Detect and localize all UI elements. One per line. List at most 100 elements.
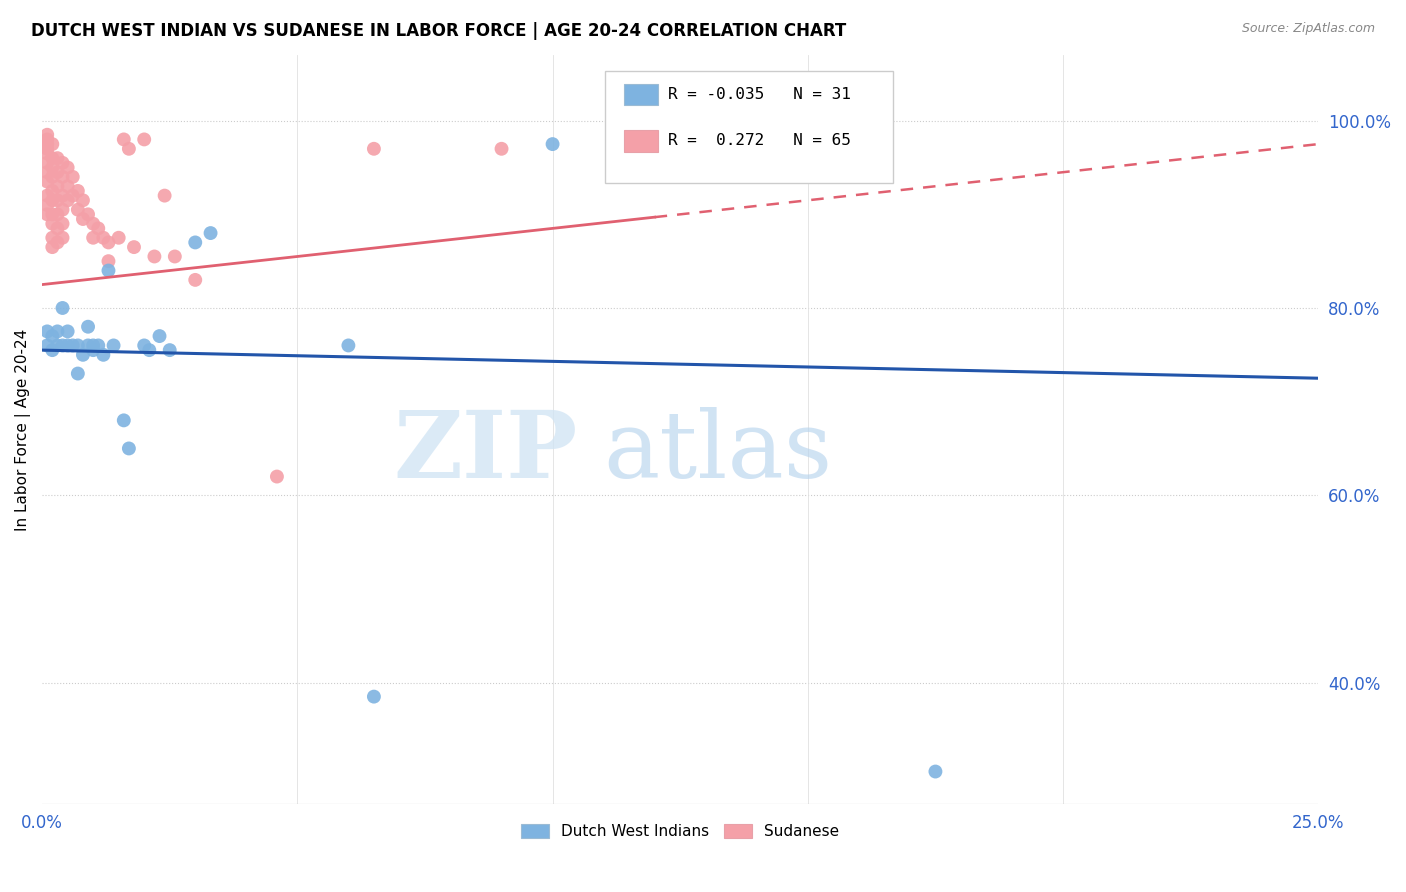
Point	[138, 343, 160, 358]
Point	[82, 338, 104, 352]
Point	[56, 194, 79, 208]
Point	[41, 217, 63, 231]
Point	[62, 169, 84, 184]
Text: ZIP: ZIP	[394, 408, 578, 497]
Legend: Dutch West Indians, Sudanese: Dutch West Indians, Sudanese	[515, 818, 845, 846]
Point	[77, 207, 100, 221]
Point	[153, 188, 176, 202]
Point	[112, 413, 135, 427]
Point	[37, 207, 59, 221]
Point	[37, 132, 59, 146]
Point	[107, 231, 129, 245]
Point	[41, 161, 63, 175]
Point	[337, 338, 360, 352]
Point	[184, 235, 207, 250]
Point	[46, 221, 69, 235]
Point	[37, 142, 59, 156]
Point	[37, 325, 59, 339]
Point	[82, 231, 104, 245]
Point	[72, 212, 94, 227]
Point	[41, 207, 63, 221]
Point	[72, 348, 94, 362]
Point	[491, 142, 513, 156]
Point	[118, 142, 141, 156]
Point	[51, 338, 73, 352]
Point	[87, 338, 110, 352]
Point	[41, 329, 63, 343]
Point	[159, 343, 181, 358]
Text: R = -0.035   N = 31: R = -0.035 N = 31	[668, 87, 851, 102]
Point	[62, 188, 84, 202]
Point	[77, 338, 100, 352]
Point	[56, 161, 79, 175]
Point	[51, 188, 73, 202]
Point	[66, 367, 89, 381]
Text: R =  0.272   N = 65: R = 0.272 N = 65	[668, 133, 851, 148]
Point	[82, 217, 104, 231]
Point	[51, 202, 73, 217]
Point	[363, 142, 385, 156]
Point	[46, 338, 69, 352]
Point	[41, 240, 63, 254]
Point	[46, 165, 69, 179]
Point	[56, 338, 79, 352]
Point	[97, 263, 120, 277]
Point	[62, 338, 84, 352]
Point	[41, 231, 63, 245]
Point	[37, 175, 59, 189]
Point	[46, 235, 69, 250]
Point	[66, 184, 89, 198]
Point	[77, 319, 100, 334]
Point	[134, 338, 156, 352]
Point	[56, 179, 79, 194]
Point	[97, 235, 120, 250]
Point	[41, 137, 63, 152]
Y-axis label: In Labor Force | Age 20-24: In Labor Force | Age 20-24	[15, 328, 31, 531]
Point	[37, 338, 59, 352]
Point	[46, 194, 69, 208]
Point	[51, 217, 73, 231]
Point	[66, 338, 89, 352]
Point	[37, 165, 59, 179]
Point	[87, 221, 110, 235]
Point	[37, 128, 59, 142]
Point	[56, 325, 79, 339]
Point	[541, 137, 564, 152]
Point	[51, 156, 73, 170]
Point	[82, 343, 104, 358]
Point	[72, 194, 94, 208]
Point	[163, 250, 186, 264]
Point	[93, 231, 115, 245]
Point	[41, 343, 63, 358]
Point	[924, 764, 946, 779]
Point	[66, 202, 89, 217]
Point	[134, 132, 156, 146]
Point	[46, 325, 69, 339]
Point	[97, 254, 120, 268]
Point	[37, 198, 59, 212]
Point	[41, 151, 63, 165]
Point	[51, 231, 73, 245]
Point	[184, 273, 207, 287]
Point	[51, 301, 73, 315]
Point	[200, 226, 222, 240]
Point	[37, 137, 59, 152]
Point	[148, 329, 170, 343]
Point	[37, 188, 59, 202]
Point	[46, 179, 69, 194]
Point	[266, 469, 288, 483]
Text: atlas: atlas	[603, 408, 832, 497]
Point	[46, 151, 69, 165]
Point	[112, 132, 135, 146]
Text: Source: ZipAtlas.com: Source: ZipAtlas.com	[1241, 22, 1375, 36]
Point	[41, 194, 63, 208]
Point	[51, 169, 73, 184]
Point	[118, 442, 141, 456]
Point	[37, 156, 59, 170]
Point	[46, 207, 69, 221]
Point	[41, 184, 63, 198]
Point	[143, 250, 166, 264]
Point	[41, 169, 63, 184]
Point	[122, 240, 145, 254]
Point	[37, 146, 59, 161]
